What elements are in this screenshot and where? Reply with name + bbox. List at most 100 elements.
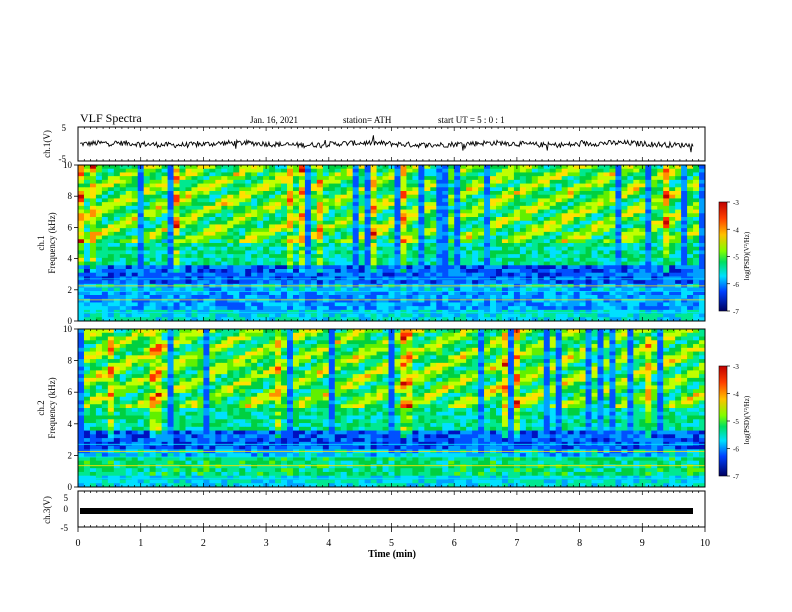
spectrogram-cell (83, 347, 91, 352)
spectrogram-cell (215, 168, 222, 173)
spectrogram-cell (699, 287, 706, 292)
spectrogram-cell (412, 280, 419, 285)
spectrogram-cell (298, 302, 306, 307)
spectrogram-cell (107, 202, 115, 207)
spectrogram-cell (185, 254, 192, 259)
spectrogram-cell (484, 224, 491, 229)
spectrogram-cell (352, 179, 360, 184)
spectrogram-cell (645, 329, 652, 334)
spectrogram-cell (298, 235, 306, 240)
spectrogram-cell (525, 183, 533, 188)
spectrogram-cell (113, 306, 121, 311)
spectrogram-cell (221, 250, 228, 255)
spectrogram-cell (645, 235, 652, 240)
spectrogram-cell (352, 202, 360, 207)
spectrogram-cell (448, 239, 455, 244)
spectrogram-cell (161, 194, 168, 199)
spectrogram-cell (364, 309, 371, 314)
spectrogram-cell (197, 231, 204, 236)
spectrogram-cell (352, 257, 360, 262)
spectrogram-cell (525, 295, 533, 300)
spectrogram-cell (621, 272, 628, 277)
spectrogram-cell (591, 209, 598, 214)
spectrogram-cell (490, 250, 497, 255)
spectrogram-cell (113, 187, 121, 192)
spectrogram-cell (651, 317, 658, 322)
spectrogram-cell (466, 194, 473, 199)
spectrogram-cell (287, 168, 294, 173)
spectrogram-cell (245, 254, 252, 259)
spectrogram-cell (155, 205, 162, 210)
spectrogram-cell (418, 302, 425, 307)
spectrogram-cell (281, 235, 288, 240)
spectrogram-cell (287, 209, 294, 214)
spectrogram-cell (328, 298, 336, 303)
spectrogram-cell (143, 213, 151, 218)
spectrogram-cell (161, 213, 168, 218)
spectrogram-cell (430, 224, 437, 229)
spectrogram-cell (233, 257, 240, 262)
spectrogram-cell (490, 280, 497, 285)
spectrogram-cell (627, 287, 634, 292)
spectrogram-cell (167, 280, 174, 285)
spectrogram-cell (346, 243, 354, 248)
spectrogram-cell (197, 269, 204, 274)
spectrogram-cell (376, 198, 383, 203)
spectrogram-cell (490, 217, 497, 222)
spectrogram-cell (340, 235, 348, 240)
spectrogram-cell (185, 165, 192, 170)
spectrogram-cell (370, 269, 377, 274)
spectrogram-cell (209, 306, 216, 311)
spectrogram-cell (340, 243, 348, 248)
spectrogram-cell (239, 340, 246, 345)
spectrogram-cell (263, 168, 270, 173)
spectrogram-cell (454, 243, 461, 248)
spectrogram-cell (257, 176, 264, 181)
spectrogram-cell (412, 231, 419, 236)
spectrogram-cell (125, 269, 133, 274)
ch1-spectrogram-cells (78, 165, 706, 322)
spectrogram-cell (394, 205, 401, 210)
spectrogram-cell (591, 168, 598, 173)
spectrogram-cell (173, 243, 180, 248)
spectrogram-cell (310, 261, 318, 266)
spectrogram-cell (275, 276, 282, 281)
spectrogram-cell (388, 250, 395, 255)
spectrogram-cell (466, 168, 473, 173)
spectrogram-cell (179, 191, 186, 196)
spectrogram-cell (424, 209, 431, 214)
spectrogram-cell (496, 261, 503, 266)
spectrogram-cell (191, 217, 198, 222)
spectrogram-cell (454, 187, 461, 192)
spectrogram-cell (525, 261, 533, 266)
spectrogram-cell (83, 165, 91, 170)
spectrogram-cell (358, 298, 366, 303)
spectrogram-cell (78, 340, 85, 345)
spectrogram-cell (693, 291, 700, 296)
spectrogram-cell (287, 250, 294, 255)
spectrogram-cell (621, 172, 628, 177)
spectrogram-cell (197, 257, 204, 262)
spectrogram-cell (364, 220, 371, 225)
spectrogram-cell (525, 272, 533, 277)
spectrogram-cell (597, 295, 604, 300)
spectrogram-cell (651, 179, 658, 184)
spectrogram-cell (603, 231, 610, 236)
spectrogram-cell (472, 239, 479, 244)
spectrogram-cell (525, 191, 533, 196)
spectrogram-cell (555, 246, 563, 251)
spectrogram-cell (310, 231, 318, 236)
spectrogram-cell (657, 254, 664, 259)
spectrogram-cell (561, 332, 569, 337)
spectrogram-cell (699, 217, 706, 222)
spectrogram-cell (454, 220, 461, 225)
spectrogram-cell (209, 165, 216, 170)
spectrogram-cell (651, 165, 658, 170)
spectrogram-cell (657, 329, 664, 334)
spectrogram-cell (555, 228, 563, 233)
spectrogram-cell (209, 291, 216, 296)
spectrogram-cell (143, 280, 151, 285)
spectrogram-cell (442, 309, 449, 314)
spectrogram-cell (669, 295, 676, 300)
spectrogram-cell (669, 239, 676, 244)
